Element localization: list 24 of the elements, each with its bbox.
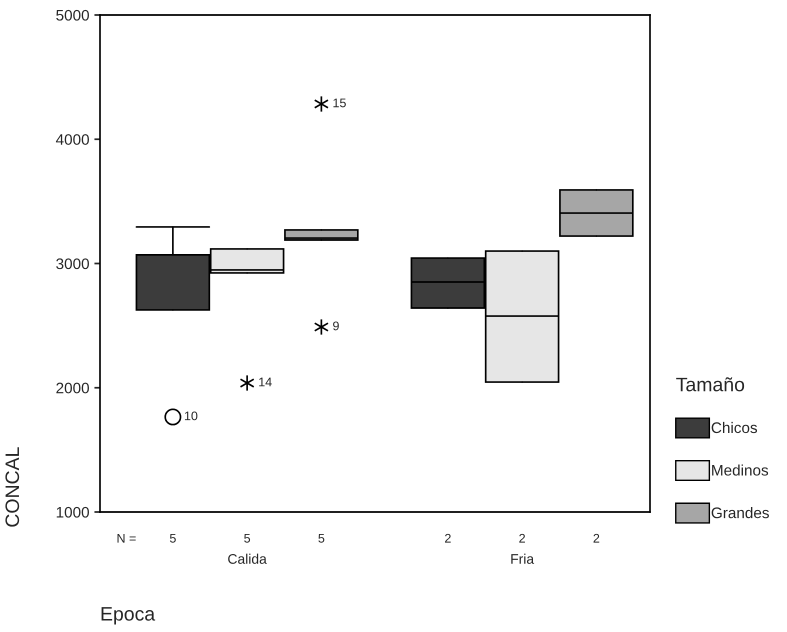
legend-label: Medinos (712, 464, 768, 476)
text: 5 (244, 534, 250, 543)
text: 5 (170, 534, 176, 543)
y-tick-label: 1000 (56, 506, 89, 518)
annotation: 9 (333, 321, 339, 330)
annotation: 14 (259, 378, 272, 386)
legend-label: Grandes (712, 507, 769, 518)
y-tick-label: 3000 (56, 258, 89, 270)
y-tick-label: 5000 (56, 10, 89, 21)
x-tick-label: Fria (511, 554, 534, 564)
y-tick-label: 4000 (56, 134, 89, 145)
text: 2 (445, 534, 451, 543)
text: 2 (594, 534, 600, 543)
legend-title: Tamaño (676, 377, 744, 392)
y-tick-label: 2000 (56, 382, 89, 394)
text: 5 (318, 534, 324, 543)
legend-label: Chicos (712, 422, 758, 434)
x-axis-title: Epoca (102, 607, 156, 625)
text: N = (118, 534, 136, 543)
text: 2 (519, 534, 525, 543)
annotation: 10 (184, 411, 198, 420)
y-axis-title: CONCAL (5, 447, 20, 527)
x-tick-label: Calida (228, 554, 267, 564)
annotation: 15 (333, 98, 346, 108)
